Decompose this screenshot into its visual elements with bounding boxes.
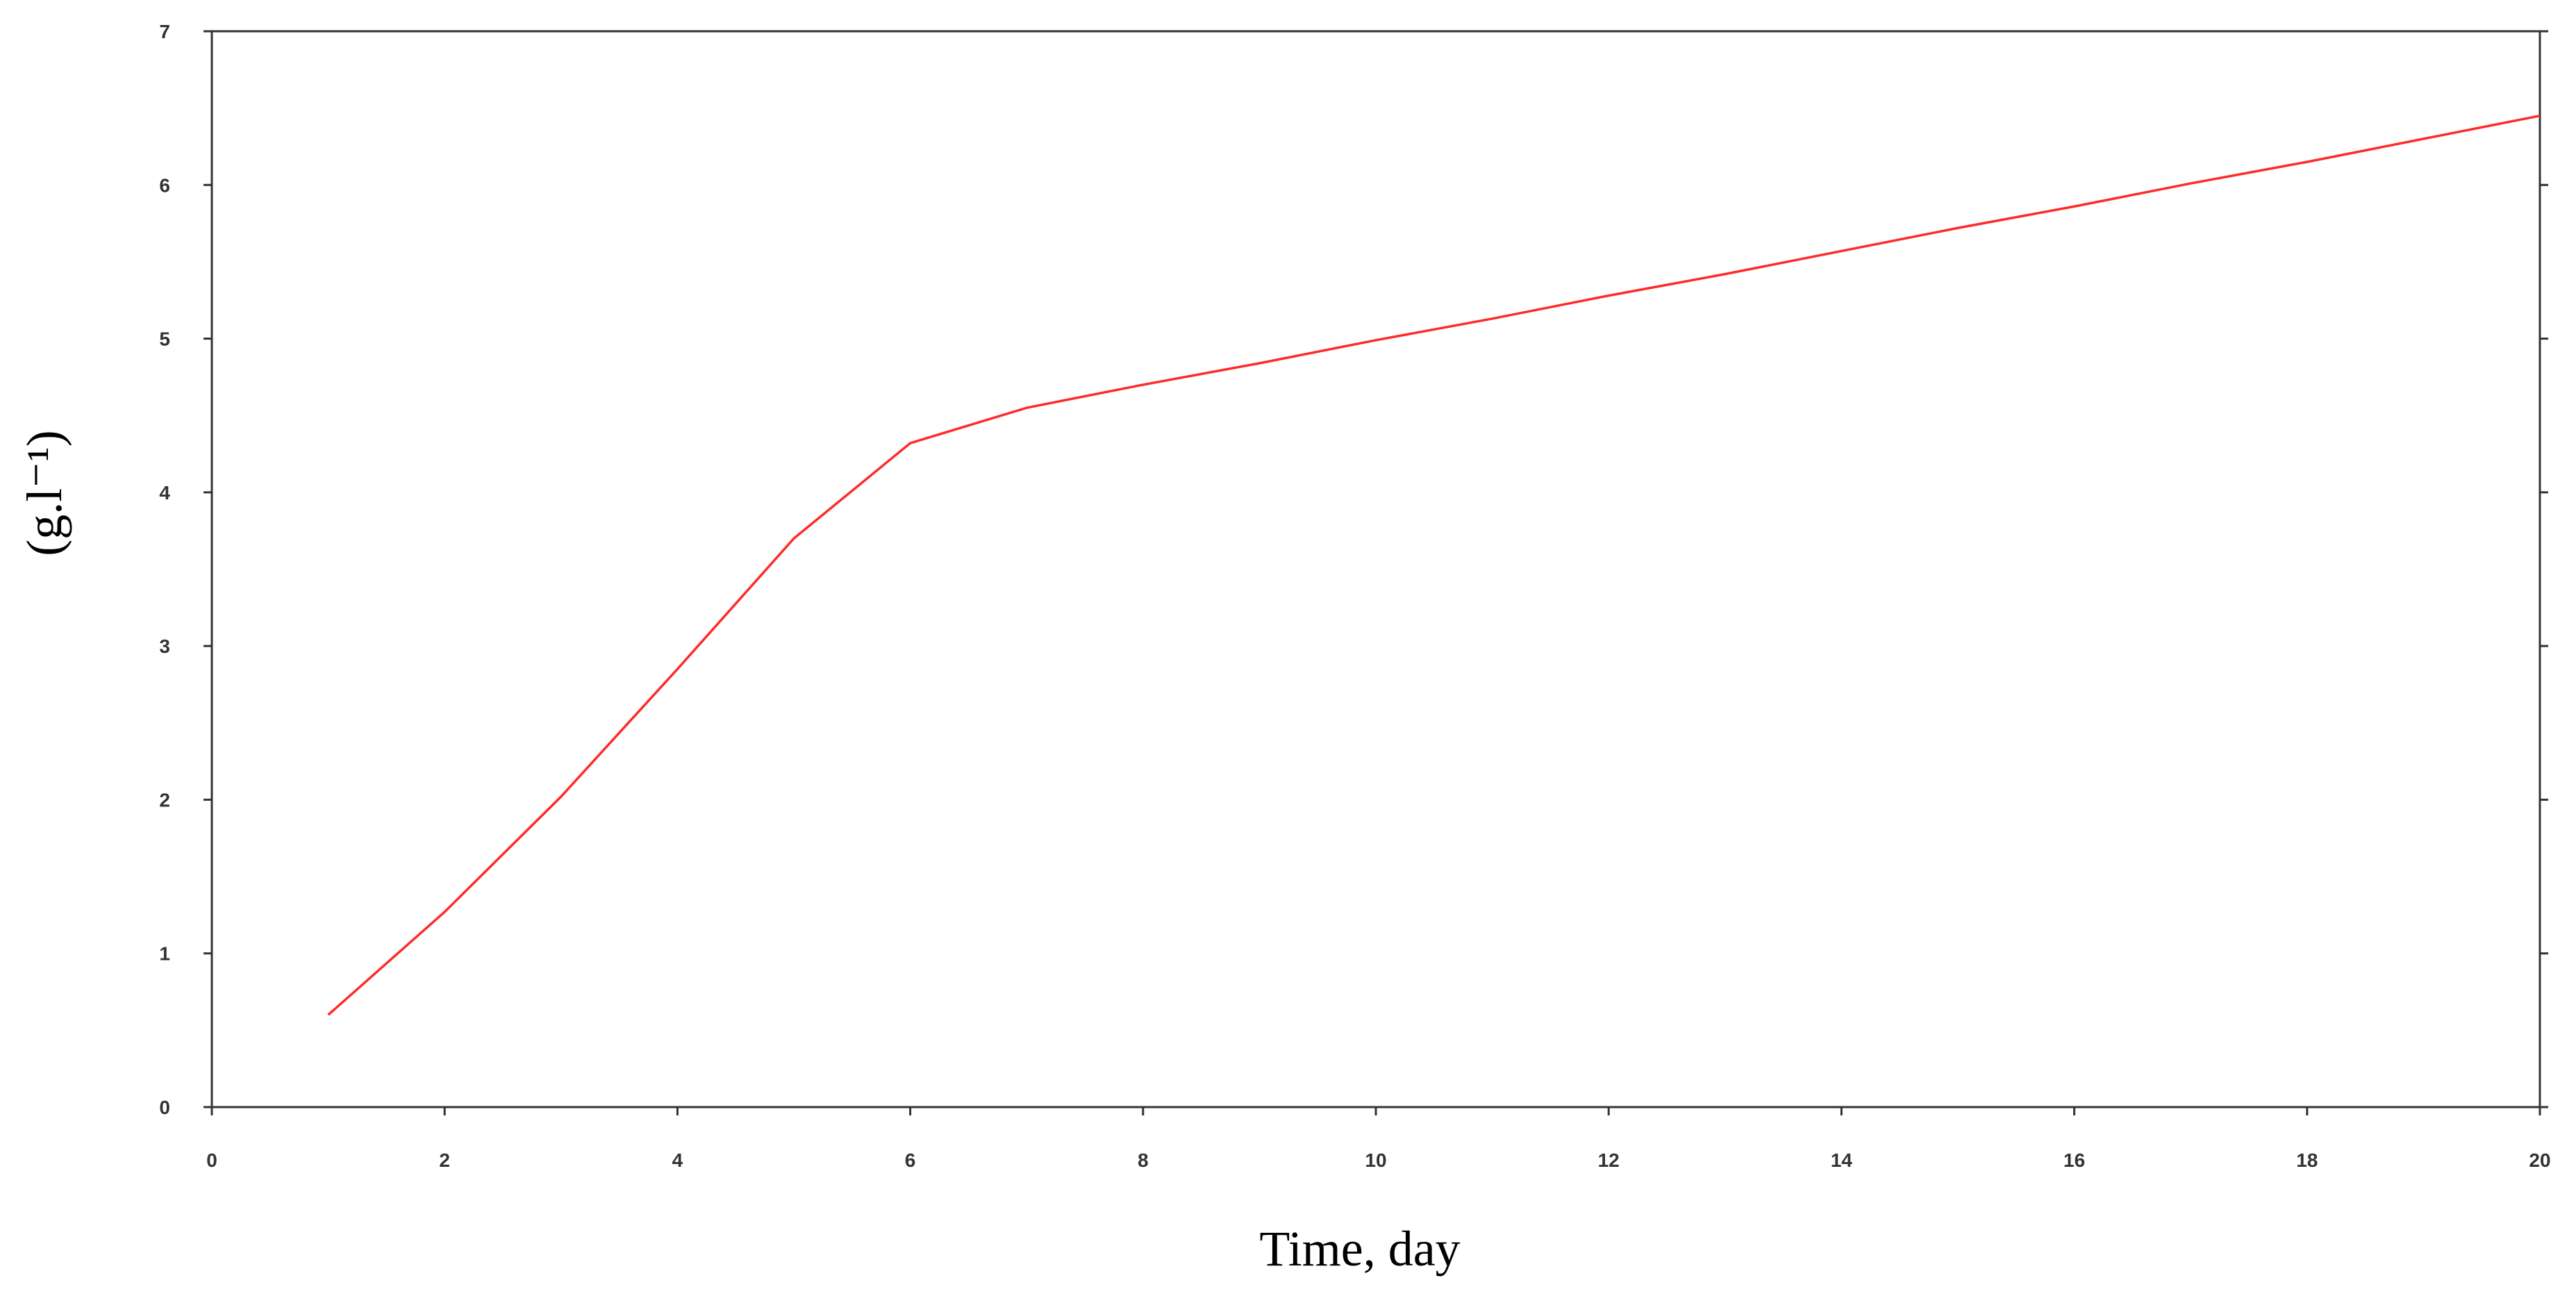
y-tick-label: 5	[159, 329, 170, 350]
x-tick-label: 2	[439, 1149, 450, 1171]
x-tick-label: 20	[2529, 1149, 2550, 1171]
x-tick-label: 8	[1138, 1149, 1149, 1171]
y-tick-label: 4	[159, 482, 170, 504]
x-tick-label: 16	[2063, 1149, 2085, 1171]
data-line	[327, 114, 2541, 1016]
x-axis-title: Time, day	[1259, 1221, 1460, 1277]
x-tick-label: 4	[672, 1149, 683, 1171]
y-tick-label: 6	[159, 174, 170, 196]
y-tick-label: 2	[159, 789, 170, 811]
x-tick-label: 6	[905, 1149, 916, 1171]
x-tick-label: 14	[1831, 1149, 1853, 1171]
y-axis-title: (g.l⁻¹)	[17, 430, 72, 556]
y-tick-label: 3	[159, 635, 170, 657]
plot-frame	[210, 30, 2541, 1108]
y-tick-label: 1	[159, 943, 170, 965]
x-tick-label: 0	[206, 1149, 217, 1171]
x-tick-label: 10	[1365, 1149, 1386, 1171]
y-tick-label: 0	[159, 1097, 170, 1118]
x-tick-label: 12	[1598, 1149, 1620, 1171]
y-tick-label: 7	[159, 21, 170, 42]
x-tick-label: 18	[2296, 1149, 2318, 1171]
